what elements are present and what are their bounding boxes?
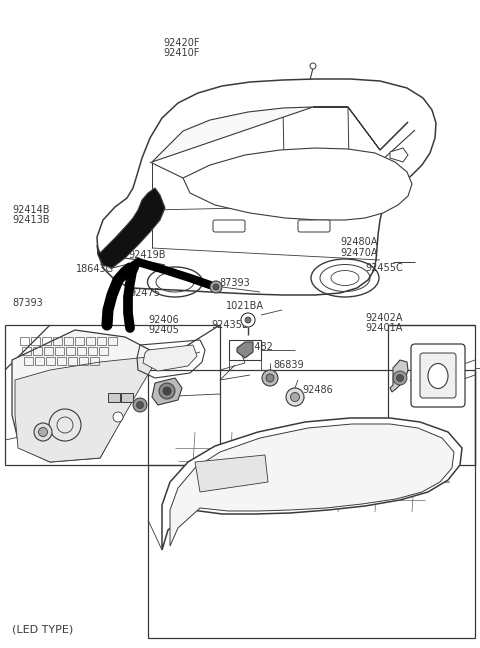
Polygon shape xyxy=(170,424,454,546)
Bar xyxy=(99,347,108,355)
Polygon shape xyxy=(97,79,436,295)
Bar xyxy=(66,347,75,355)
Bar xyxy=(53,337,62,345)
Bar xyxy=(388,325,475,465)
Bar xyxy=(64,337,73,345)
Bar xyxy=(33,347,42,355)
Text: 92486: 92486 xyxy=(302,385,333,395)
Text: 18643G: 18643G xyxy=(76,264,114,274)
FancyBboxPatch shape xyxy=(420,353,456,398)
Text: 92470A: 92470A xyxy=(341,248,378,258)
Bar xyxy=(86,337,95,345)
Bar xyxy=(20,337,29,345)
Circle shape xyxy=(213,284,219,290)
Bar xyxy=(148,370,475,638)
Circle shape xyxy=(290,393,300,402)
Bar xyxy=(108,393,120,402)
FancyBboxPatch shape xyxy=(213,220,245,232)
Text: 92410F: 92410F xyxy=(163,48,200,58)
Text: 92413B: 92413B xyxy=(12,215,49,226)
Bar xyxy=(35,357,44,365)
Polygon shape xyxy=(15,357,152,462)
Text: (LED TYPE): (LED TYPE) xyxy=(12,625,73,635)
Polygon shape xyxy=(143,345,197,371)
Circle shape xyxy=(133,398,147,412)
Text: 92455C: 92455C xyxy=(366,263,404,273)
Bar xyxy=(55,347,64,355)
Text: 87393: 87393 xyxy=(219,278,250,288)
Text: 92401A: 92401A xyxy=(366,323,403,333)
Text: 92419B: 92419B xyxy=(129,250,166,260)
Polygon shape xyxy=(162,418,462,550)
Bar xyxy=(79,357,88,365)
Bar xyxy=(44,347,53,355)
Bar xyxy=(121,393,133,402)
Circle shape xyxy=(136,402,144,408)
Bar xyxy=(57,357,66,365)
Bar xyxy=(68,357,77,365)
Text: 92482: 92482 xyxy=(242,342,273,353)
FancyBboxPatch shape xyxy=(411,344,465,407)
Text: 87393: 87393 xyxy=(12,298,43,308)
Bar xyxy=(75,337,84,345)
Polygon shape xyxy=(390,148,408,162)
Polygon shape xyxy=(152,107,313,162)
Polygon shape xyxy=(97,188,165,268)
Polygon shape xyxy=(237,342,253,358)
Text: 92420F: 92420F xyxy=(163,38,200,48)
Polygon shape xyxy=(195,455,268,492)
Circle shape xyxy=(159,383,175,399)
Bar xyxy=(42,337,51,345)
Text: 92480A: 92480A xyxy=(341,237,378,248)
Text: 92402A: 92402A xyxy=(366,312,403,323)
Text: 92435B: 92435B xyxy=(211,320,249,330)
Ellipse shape xyxy=(428,364,448,389)
Bar xyxy=(24,357,33,365)
Circle shape xyxy=(113,412,123,422)
Text: 92475: 92475 xyxy=(130,288,161,298)
Circle shape xyxy=(241,313,255,327)
Text: 1021BA: 1021BA xyxy=(226,301,264,311)
Bar xyxy=(90,357,99,365)
Circle shape xyxy=(163,387,171,395)
Text: 92414B: 92414B xyxy=(12,205,49,215)
Circle shape xyxy=(396,375,404,382)
Circle shape xyxy=(210,281,222,293)
Polygon shape xyxy=(390,360,408,392)
Circle shape xyxy=(286,388,304,406)
Bar xyxy=(22,347,31,355)
Text: 92405: 92405 xyxy=(149,325,180,336)
Polygon shape xyxy=(12,330,152,462)
Polygon shape xyxy=(183,148,412,220)
FancyBboxPatch shape xyxy=(298,220,330,232)
Bar xyxy=(88,347,97,355)
Circle shape xyxy=(38,428,48,437)
Circle shape xyxy=(262,370,278,386)
Circle shape xyxy=(310,63,316,69)
Polygon shape xyxy=(313,107,408,150)
Bar xyxy=(229,340,261,360)
Text: 92406: 92406 xyxy=(149,315,180,325)
Circle shape xyxy=(393,371,407,385)
Bar xyxy=(77,347,86,355)
Text: 86839: 86839 xyxy=(274,360,304,370)
Bar xyxy=(108,337,117,345)
Circle shape xyxy=(34,423,52,441)
Circle shape xyxy=(245,317,251,323)
Bar xyxy=(97,337,106,345)
Bar xyxy=(31,337,40,345)
Circle shape xyxy=(266,374,274,382)
Polygon shape xyxy=(152,378,182,405)
Bar xyxy=(46,357,55,365)
